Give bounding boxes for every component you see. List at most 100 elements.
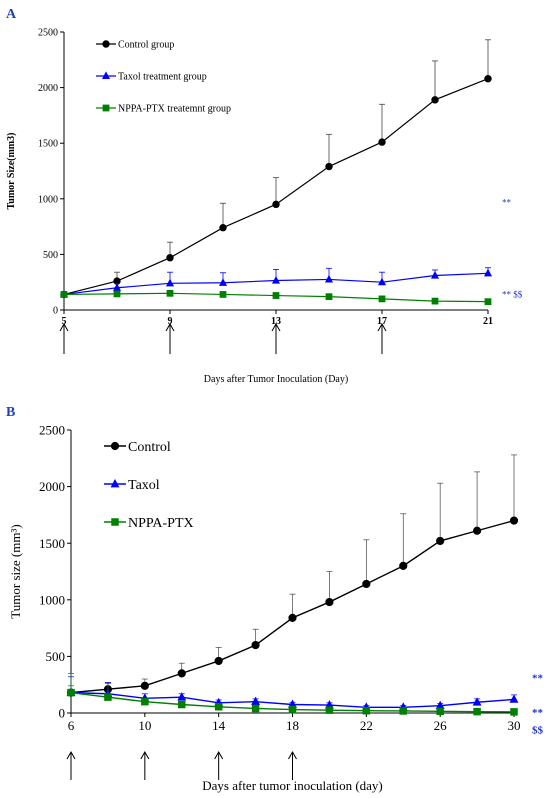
treatment-arrow-head (214, 750, 224, 760)
legend-marker (110, 478, 120, 488)
data-point (177, 669, 186, 678)
x-tick-label: 14 (212, 718, 226, 733)
annotation-line: $$ (532, 724, 544, 736)
data-point (473, 707, 481, 716)
data-point (166, 289, 174, 297)
data-point (219, 224, 227, 232)
y-tick-label: 1500 (39, 536, 65, 551)
legend-label: NPPA-PTX treatemnt group (118, 104, 231, 115)
data-point (362, 579, 371, 589)
data-point (271, 275, 281, 284)
y-tick-label: 0 (53, 306, 58, 317)
data-point (510, 708, 518, 716)
series-1: ** Taxol (66, 478, 544, 711)
data-point (218, 278, 228, 286)
data-point (399, 561, 408, 570)
data-point (288, 613, 297, 623)
data-point (251, 704, 260, 713)
data-point (141, 697, 149, 706)
significance-annotation: ** (502, 197, 512, 207)
data-point (325, 162, 333, 171)
data-point (509, 694, 519, 703)
x-tick-label: 18 (286, 718, 299, 733)
panel-label: B (6, 405, 15, 420)
legend-marker (110, 441, 120, 451)
y-tick-label: 2000 (39, 479, 65, 494)
treatment-arrow-head (59, 322, 69, 332)
data-point (325, 706, 334, 714)
significance-annotation: ** $$ (532, 707, 544, 737)
data-point (177, 692, 187, 701)
legend-label: NPPA-PTX (128, 516, 194, 531)
legend-marker (102, 104, 110, 112)
data-point (251, 640, 260, 650)
data-point (67, 688, 75, 697)
panel-a: A 0 500 1000 1500 2000 2500 5 9 13 17 21 Tumor Size(… (6, 7, 523, 385)
series-2: ** $$ NPPA-PTX (67, 516, 544, 737)
data-point (431, 96, 439, 104)
x-tick-label: 21 (483, 316, 493, 327)
significance-annotation: ** $$ (502, 290, 523, 300)
series-2: ** $$ NPPA-PTX treatemnt group (60, 104, 523, 306)
x-tick-label: 13 (271, 316, 281, 327)
series-1: ** Taxol treatment group (59, 71, 512, 298)
data-point (472, 697, 482, 706)
y-tick-label: 1000 (38, 194, 58, 205)
y-tick-label: 2000 (38, 83, 58, 94)
data-point (430, 270, 440, 279)
data-point (288, 705, 297, 714)
panel-label: A (6, 7, 17, 22)
data-point (324, 274, 334, 283)
data-point (436, 707, 444, 716)
data-point (483, 268, 493, 277)
significance-annotation: ** (532, 672, 544, 684)
data-point (112, 283, 122, 291)
x-tick-label: 9 (168, 316, 173, 327)
treatment-arrow-head (377, 322, 387, 332)
x-tick-label: 17 (377, 316, 387, 327)
legend-label: Taxol treatment group (118, 72, 207, 83)
series-0: Control group (60, 39, 492, 299)
data-point (377, 277, 387, 286)
data-point (60, 291, 68, 298)
legend-marker (101, 71, 111, 80)
y-tick-label: 500 (43, 250, 58, 261)
annotation-line: ** (532, 707, 544, 719)
data-point (484, 298, 492, 306)
data-point (214, 656, 223, 666)
treatment-arrow-head (140, 750, 150, 760)
x-axis-label: Days after tumor inoculation (day) (202, 778, 383, 793)
data-point (140, 681, 149, 690)
data-point (165, 278, 175, 287)
legend-marker (111, 518, 119, 526)
x-tick-label: 10 (138, 718, 151, 733)
data-point (166, 254, 174, 262)
data-point (431, 297, 439, 305)
data-point (104, 693, 112, 701)
y-tick-label: 1000 (39, 592, 65, 607)
legend-label: Control group (118, 40, 174, 51)
legend-label: Taxol (128, 478, 160, 493)
data-point (378, 295, 386, 303)
y-axis-label: Tumor Size(mm3) (6, 133, 17, 210)
data-point (113, 290, 121, 298)
x-tick-label: 5 (62, 316, 67, 327)
data-point (219, 291, 227, 298)
treatment-arrow-head (288, 750, 297, 760)
x-tick-label: 6 (68, 718, 75, 733)
y-tick-label: 500 (46, 649, 66, 664)
treatment-arrow-head (165, 322, 175, 332)
data-point (509, 516, 519, 525)
y-tick-label: 0 (59, 706, 66, 721)
data-point (436, 536, 445, 546)
x-axis-label: Days after Tumor Inoculation (Day) (204, 374, 348, 385)
data-point (484, 75, 492, 83)
data-point (272, 200, 280, 209)
treatment-arrow-head (66, 750, 76, 760)
data-point (472, 526, 482, 535)
data-point (378, 138, 386, 146)
data-point (272, 292, 280, 299)
y-tick-label: 2500 (39, 423, 65, 438)
data-point (325, 597, 334, 607)
data-point (251, 696, 261, 706)
